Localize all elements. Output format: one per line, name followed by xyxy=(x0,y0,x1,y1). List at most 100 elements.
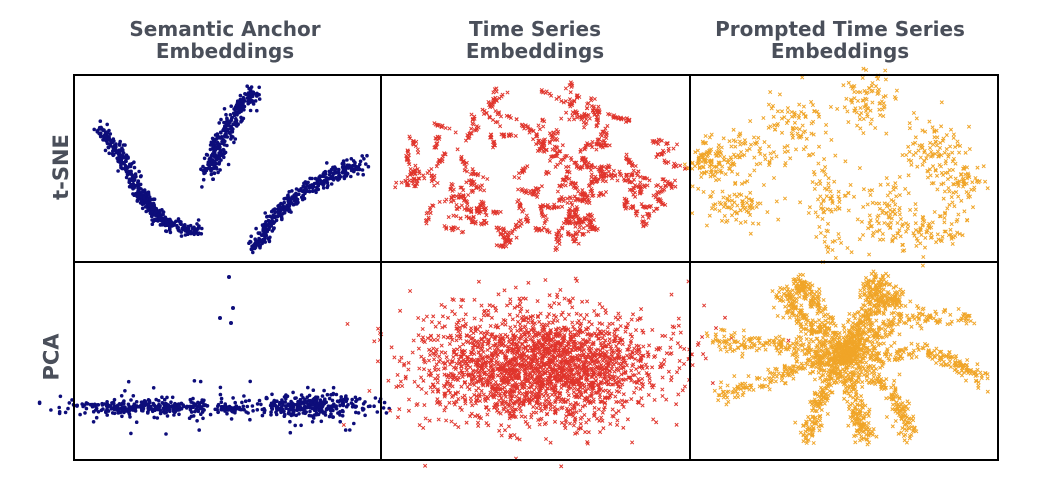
scatter-point xyxy=(581,226,586,231)
scatter-point xyxy=(640,214,645,219)
scatter-point xyxy=(117,160,122,164)
scatter-point xyxy=(857,237,862,242)
scatter-point xyxy=(962,209,967,214)
scatter-point xyxy=(806,210,811,216)
scatter-point xyxy=(942,220,947,225)
scatter-point xyxy=(251,90,256,95)
scatter-point xyxy=(170,395,175,400)
scatter-point xyxy=(209,172,214,177)
scatter-point xyxy=(562,423,567,428)
scatter-point xyxy=(839,240,844,245)
scatter-point xyxy=(117,407,122,412)
scatter-point xyxy=(981,164,986,169)
scatter-point xyxy=(837,236,842,241)
scatter-point xyxy=(58,394,63,399)
scatter-point xyxy=(870,100,875,105)
scatter-point xyxy=(124,159,128,163)
scatter-point xyxy=(270,229,275,233)
scatter-point xyxy=(920,162,925,167)
scatter-point xyxy=(225,135,230,139)
scatter-point xyxy=(881,237,886,242)
scatter-point xyxy=(710,189,715,195)
scatter-point xyxy=(98,134,103,139)
scatter-point xyxy=(126,156,130,160)
scatter-point xyxy=(305,184,309,188)
scatter-point xyxy=(188,229,193,234)
scatter-point xyxy=(666,148,671,154)
scatter-point xyxy=(671,146,676,151)
scatter-point xyxy=(570,305,575,310)
scatter-point xyxy=(934,173,940,178)
column-title-time-series: Time Series Embeddings xyxy=(385,18,685,62)
scatter-point xyxy=(797,102,802,107)
scatter-point xyxy=(136,196,140,201)
scatter-point xyxy=(873,125,878,131)
scatter-point xyxy=(191,396,195,401)
scatter-point xyxy=(258,231,262,236)
scatter-point xyxy=(823,165,828,170)
scatter-point xyxy=(105,130,110,135)
scatter-point xyxy=(455,147,460,152)
scatter-point xyxy=(177,412,181,417)
scatter-point xyxy=(281,212,285,216)
scatter-point xyxy=(593,165,598,170)
scatter-point xyxy=(938,164,944,169)
scatter-point xyxy=(75,403,79,408)
scatter-point xyxy=(970,205,976,210)
scatter-point xyxy=(923,235,928,240)
scatter-point xyxy=(255,408,260,412)
scatter-point xyxy=(800,75,805,80)
scatter-point xyxy=(443,125,448,131)
scatter-point xyxy=(479,388,484,393)
scatter-point xyxy=(117,156,121,161)
scatter-point xyxy=(455,226,461,231)
scatter-point xyxy=(555,189,560,194)
scatter-point xyxy=(882,201,887,206)
scatter-point xyxy=(499,423,504,428)
scatter-point xyxy=(356,172,360,176)
scatter-point xyxy=(423,463,428,468)
scatter-point xyxy=(198,379,203,384)
scatter-point xyxy=(817,178,822,184)
scatter-point xyxy=(820,216,825,221)
scatter-point xyxy=(498,332,503,337)
scatter-point xyxy=(138,174,143,179)
scatter-point xyxy=(870,188,875,193)
scatter-point xyxy=(316,181,320,185)
scatter-point xyxy=(287,203,292,208)
scatter-point xyxy=(762,153,767,158)
scatter-point xyxy=(279,406,284,411)
scatter-point xyxy=(311,183,316,187)
scatter-point xyxy=(870,80,875,86)
scatter-point xyxy=(181,225,185,230)
scatter-point xyxy=(356,167,360,172)
scatter-point xyxy=(823,234,828,239)
scatter-point xyxy=(660,393,665,399)
column-title-line1: Prompted Time Series xyxy=(715,17,965,41)
scatter-point xyxy=(867,252,872,257)
scatter-point xyxy=(690,363,695,368)
scatter-point xyxy=(948,144,953,149)
scatter-point xyxy=(293,202,298,206)
scatter-point xyxy=(861,131,866,136)
scatter-point xyxy=(491,90,496,95)
scatter-point xyxy=(322,170,326,175)
scatter-point xyxy=(341,159,346,163)
scatter-point xyxy=(794,126,799,131)
scatter-point xyxy=(975,165,980,170)
scatter-point xyxy=(154,209,159,214)
scatter-point xyxy=(774,199,779,204)
scatter-point xyxy=(183,223,187,227)
scatter-point xyxy=(202,171,206,176)
scatter-point xyxy=(121,151,126,155)
scatter-point xyxy=(983,179,988,184)
scatter-point xyxy=(308,176,312,181)
scatter-point xyxy=(208,143,213,147)
scatter-point xyxy=(560,143,565,148)
scatter-point xyxy=(442,408,447,413)
scatter-point xyxy=(493,108,498,114)
scatter-point xyxy=(877,107,882,112)
scatter-point xyxy=(485,347,490,353)
scatter-point xyxy=(851,194,857,199)
scatter-point xyxy=(950,200,955,205)
